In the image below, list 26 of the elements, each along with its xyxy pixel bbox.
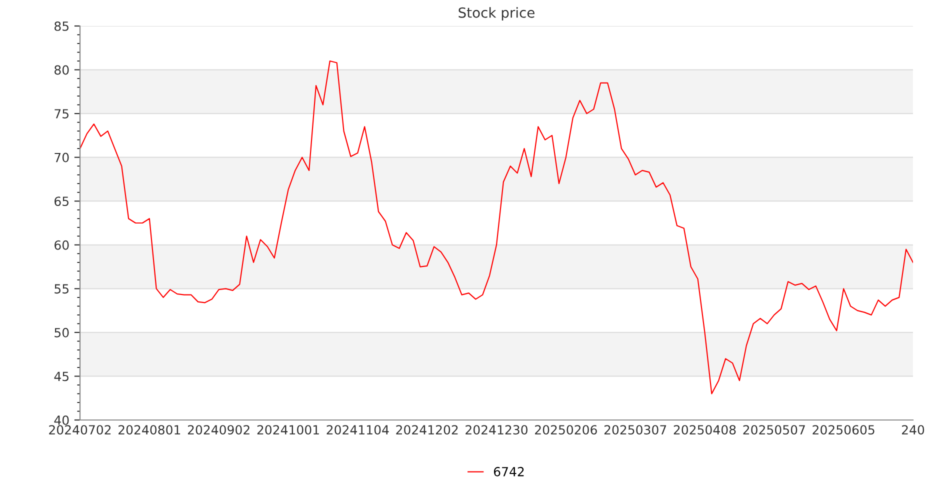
x-tick-label: 20241001 [257, 425, 319, 435]
x-tick-label: 20241104 [326, 425, 389, 435]
y-tick-label: 75 [54, 109, 68, 118]
y-tick-label: 40 [54, 415, 69, 425]
y-tick-label: 70 [54, 152, 69, 162]
x-tick-label: 20241230 [466, 425, 528, 435]
x-tick-label: 20250507 [743, 425, 805, 435]
y-tick-label: 55 [54, 284, 68, 294]
chart-title: Stock price [458, 7, 534, 21]
y-tick-label: 45 [54, 372, 68, 382]
line-series [80, 60, 913, 394]
x-tick-label: 240 [902, 425, 924, 435]
y-tick-label: 60 [54, 240, 69, 250]
x-tick-label: 20241202 [396, 425, 458, 435]
x-tick-label: 20240801 [118, 425, 180, 435]
x-tick-label: 20250408 [674, 425, 736, 435]
x-tick-label: 20240702 [49, 425, 111, 435]
y-tick-label: 80 [54, 65, 69, 75]
y-tick-label: 65 [54, 196, 68, 206]
x-tick-label: 20250307 [604, 425, 666, 435]
x-tick-label: 20240902 [188, 425, 250, 435]
x-tick-label: 20250605 [812, 425, 874, 435]
y-tick-label: 85 [54, 21, 68, 31]
y-tick-label: 50 [54, 328, 69, 338]
x-tick-label: 20250206 [535, 425, 597, 435]
legend-label: 6742 [494, 466, 524, 476]
